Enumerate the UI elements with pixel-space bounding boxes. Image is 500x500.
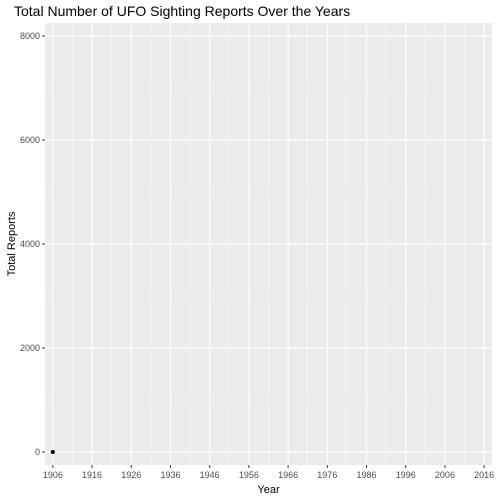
x-axis: 1906 1916 1926 1936 1946 1956 1966 1976 1986 1996…	[43, 465, 494, 480]
data-point	[50, 449, 55, 454]
grid-major	[45, 23, 492, 465]
x-axis-label: Year	[257, 484, 280, 496]
y-tick-label: 4000	[20, 239, 40, 249]
x-tick-label: 1976	[317, 470, 337, 480]
y-tick-label: 0	[35, 447, 40, 457]
x-tick-label: 1916	[82, 470, 102, 480]
x-tick-label: 1986	[357, 470, 377, 480]
x-tick-label: 1936	[160, 470, 180, 480]
y-axis-label: Total Reports	[6, 211, 18, 276]
y-tick-label: 2000	[20, 343, 40, 353]
y-tick-label: 8000	[20, 31, 40, 41]
x-tick-label: 2016	[474, 470, 494, 480]
x-tick-label: 1906	[43, 470, 63, 480]
x-tick-label: 1946	[200, 470, 220, 480]
x-tick-label: 1926	[121, 470, 141, 480]
y-tick-label: 6000	[20, 135, 40, 145]
x-tick-label: 1996	[396, 470, 416, 480]
chart-title: Total Number of UFO Sighting Reports Ove…	[14, 3, 350, 19]
data-points	[50, 449, 55, 454]
x-tick-label: 1956	[239, 470, 259, 480]
x-tick-label: 2006	[435, 470, 455, 480]
x-tick-label: 1966	[278, 470, 298, 480]
y-axis: 0 2000 4000 6000 8000	[20, 31, 45, 457]
